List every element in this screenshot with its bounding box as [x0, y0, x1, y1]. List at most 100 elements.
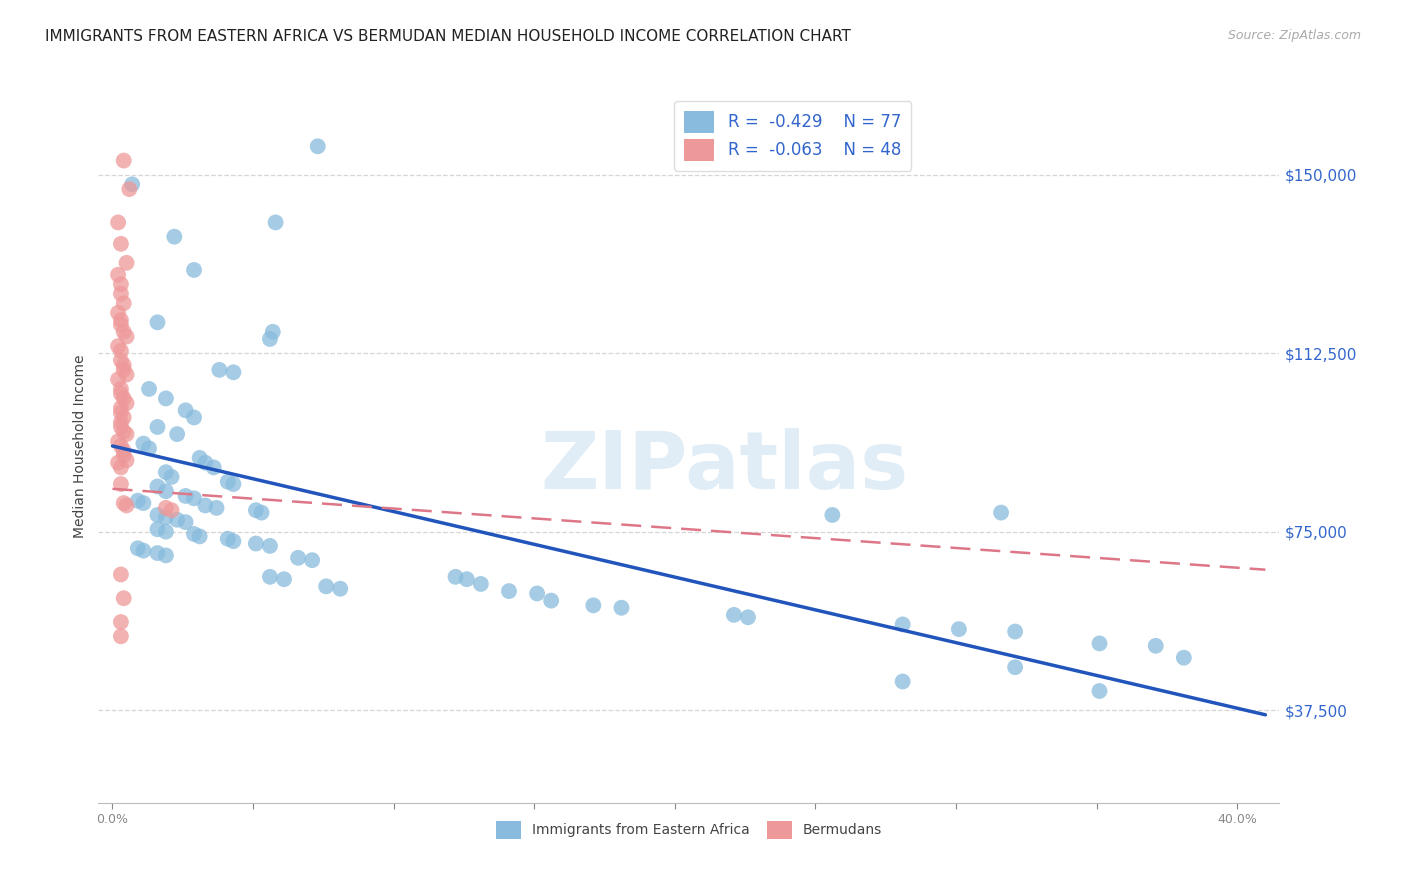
- Point: [110, 382, 132, 396]
- Point: [259, 570, 281, 584]
- Point: [127, 493, 149, 508]
- Point: [188, 529, 211, 543]
- Point: [307, 139, 329, 153]
- Point: [110, 439, 132, 453]
- Point: [110, 460, 132, 475]
- Point: [301, 553, 323, 567]
- Point: [174, 515, 197, 529]
- Point: [202, 460, 225, 475]
- Point: [155, 510, 177, 524]
- Point: [121, 178, 143, 192]
- Point: [107, 456, 129, 470]
- Point: [115, 256, 138, 270]
- Point: [456, 572, 478, 586]
- Point: [112, 392, 135, 406]
- Point: [264, 215, 287, 229]
- Point: [118, 182, 141, 196]
- Point: [107, 215, 129, 229]
- Point: [112, 425, 135, 439]
- Point: [329, 582, 352, 596]
- Point: [737, 610, 759, 624]
- Point: [112, 153, 135, 168]
- Point: [155, 524, 177, 539]
- Point: [262, 325, 284, 339]
- Point: [110, 415, 132, 429]
- Legend: Immigrants from Eastern Africa, Bermudans: Immigrants from Eastern Africa, Bermudan…: [489, 814, 889, 846]
- Point: [155, 549, 177, 563]
- Point: [110, 401, 132, 415]
- Point: [115, 396, 138, 410]
- Point: [174, 489, 197, 503]
- Point: [155, 465, 177, 479]
- Point: [526, 586, 548, 600]
- Point: [146, 546, 169, 560]
- Point: [1088, 636, 1111, 650]
- Point: [110, 313, 132, 327]
- Point: [138, 382, 160, 396]
- Point: [208, 363, 231, 377]
- Point: [110, 343, 132, 358]
- Point: [132, 496, 155, 510]
- Point: [723, 607, 745, 622]
- Point: [444, 570, 467, 584]
- Point: [112, 358, 135, 372]
- Text: Source: ZipAtlas.com: Source: ZipAtlas.com: [1227, 29, 1361, 42]
- Point: [112, 591, 135, 606]
- Point: [115, 329, 138, 343]
- Point: [110, 420, 132, 434]
- Point: [127, 541, 149, 556]
- Point: [155, 500, 177, 515]
- Point: [183, 263, 205, 277]
- Point: [174, 403, 197, 417]
- Point: [110, 318, 132, 332]
- Point: [160, 470, 183, 484]
- Point: [610, 600, 633, 615]
- Point: [470, 577, 492, 591]
- Point: [188, 450, 211, 465]
- Point: [115, 368, 138, 382]
- Point: [132, 543, 155, 558]
- Point: [112, 296, 135, 310]
- Text: ZIPatlas: ZIPatlas: [540, 428, 908, 507]
- Point: [110, 629, 132, 643]
- Point: [217, 475, 239, 489]
- Point: [107, 306, 129, 320]
- Point: [1004, 624, 1026, 639]
- Point: [990, 506, 1012, 520]
- Point: [110, 615, 132, 629]
- Point: [160, 503, 183, 517]
- Point: [1173, 650, 1195, 665]
- Point: [115, 499, 138, 513]
- Point: [273, 572, 295, 586]
- Point: [315, 579, 337, 593]
- Point: [112, 325, 135, 339]
- Point: [194, 499, 217, 513]
- Point: [110, 353, 132, 368]
- Point: [110, 477, 132, 491]
- Point: [217, 532, 239, 546]
- Point: [1088, 684, 1111, 698]
- Point: [245, 536, 267, 550]
- Point: [166, 513, 188, 527]
- Point: [287, 550, 309, 565]
- Y-axis label: Median Household Income: Median Household Income: [73, 354, 87, 538]
- Point: [107, 372, 129, 386]
- Point: [110, 236, 132, 251]
- Point: [821, 508, 844, 522]
- Point: [146, 508, 169, 522]
- Point: [183, 410, 205, 425]
- Point: [183, 527, 205, 541]
- Point: [138, 442, 160, 456]
- Text: IMMIGRANTS FROM EASTERN AFRICA VS BERMUDAN MEDIAN HOUSEHOLD INCOME CORRELATION C: IMMIGRANTS FROM EASTERN AFRICA VS BERMUD…: [45, 29, 851, 44]
- Point: [107, 268, 129, 282]
- Point: [146, 420, 169, 434]
- Point: [115, 453, 138, 467]
- Point: [222, 365, 245, 379]
- Point: [166, 427, 188, 442]
- Point: [110, 277, 132, 292]
- Point: [110, 567, 132, 582]
- Point: [146, 315, 169, 329]
- Point: [112, 443, 135, 458]
- Point: [112, 363, 135, 377]
- Point: [498, 584, 520, 599]
